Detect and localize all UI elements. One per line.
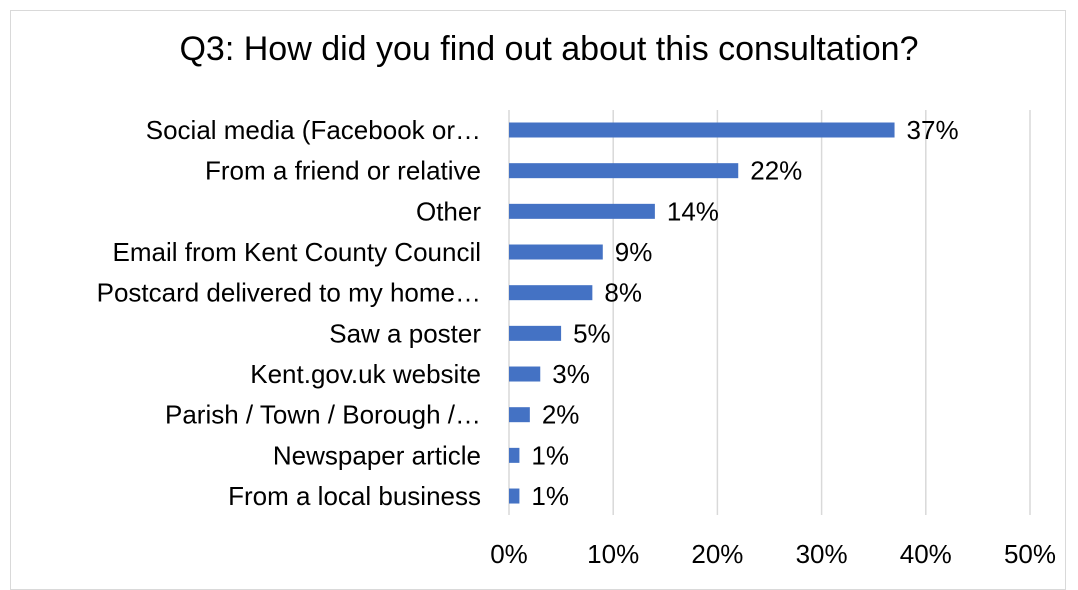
data-label: 2% (542, 400, 580, 430)
category-label: Parish / Town / Borough /… (165, 400, 481, 430)
bar (509, 488, 520, 504)
bar (509, 163, 739, 179)
x-tick-label: 10% (587, 539, 639, 569)
chart-title: Q3: How did you find out about this cons… (179, 30, 919, 68)
x-tick-label: 50% (1004, 539, 1056, 569)
data-label: 1% (531, 440, 569, 470)
data-label: 37% (907, 115, 959, 145)
category-label: From a friend or relative (205, 156, 481, 186)
data-label: 9% (615, 237, 653, 267)
category-label: Social media (Facebook or… (146, 115, 481, 145)
bar (509, 244, 603, 260)
bar (509, 447, 520, 463)
data-label: 14% (667, 196, 719, 226)
bar (509, 325, 562, 341)
data-label: 1% (531, 481, 569, 511)
x-tick-label: 0% (490, 539, 528, 569)
bar (509, 407, 530, 423)
category-label: From a local business (228, 481, 481, 511)
data-label: 5% (573, 318, 611, 348)
category-label: Saw a poster (329, 318, 481, 348)
data-label: 8% (604, 278, 642, 308)
category-label: Other (416, 196, 481, 226)
category-label: Email from Kent County Council (113, 237, 481, 267)
category-label: Kent.gov.uk website (250, 359, 481, 389)
bar (509, 366, 541, 382)
bar-chart: 0% 10% 20% 30% 40% 50% Social media (Facebook … (97, 110, 1056, 569)
x-tick-label: 30% (796, 539, 848, 569)
data-label: 3% (552, 359, 590, 389)
category-label: Newspaper article (273, 440, 481, 470)
bar (509, 203, 655, 219)
bar (509, 122, 895, 138)
category-label: Postcard delivered to my home… (97, 278, 481, 308)
x-tick-label: 40% (900, 539, 952, 569)
data-label: 22% (750, 156, 802, 186)
x-tick-label: 20% (691, 539, 743, 569)
bar (509, 285, 593, 301)
